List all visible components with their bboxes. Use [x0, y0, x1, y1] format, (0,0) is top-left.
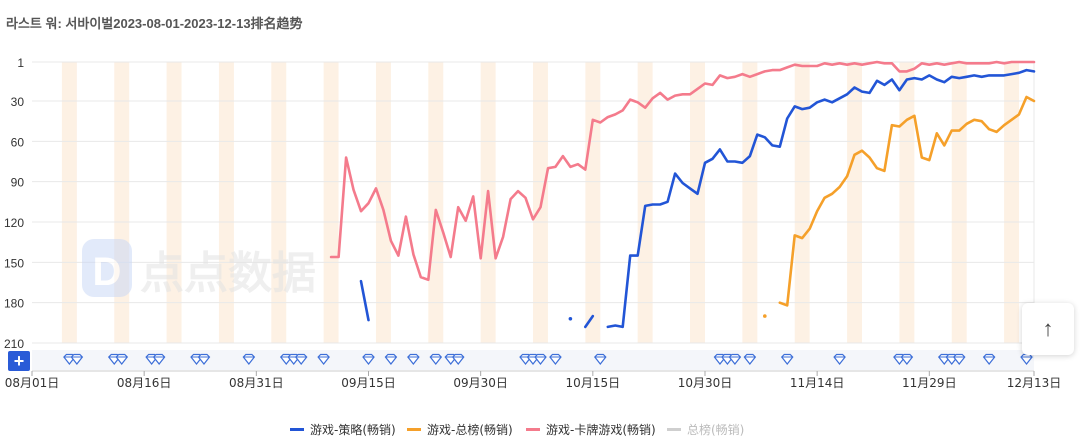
event-marker-icon — [982, 353, 996, 365]
weekend-band — [585, 62, 601, 343]
y-tick-label: 120 — [4, 216, 24, 230]
x-tick-label: 10月15日 — [566, 376, 621, 390]
event-marker-icon — [728, 353, 742, 365]
event-marker-icon — [152, 353, 166, 365]
event-marker-icon — [900, 353, 914, 365]
weekend-band — [1004, 62, 1020, 343]
chart-title: 라스트 워: 서바이벌2023-08-01-2023-12-13排名趋势 — [6, 16, 303, 31]
event-marker-icon — [384, 353, 398, 365]
legend-label[interactable]: 游戏-总榜(畅销) — [427, 422, 513, 437]
weekend-band — [951, 62, 967, 343]
x-tick-label: 09月15日 — [341, 376, 396, 390]
legend-item[interactable]: 总榜(畅销) — [667, 422, 744, 437]
event-marker-icon — [780, 353, 794, 365]
event-marker-icon — [242, 353, 256, 365]
add-event-button[interactable]: + — [8, 351, 30, 371]
legend-label[interactable]: 游戏-策略(畅销) — [310, 422, 396, 437]
watermark: D 点点数据 — [82, 239, 316, 299]
weekend-band — [114, 62, 130, 343]
legend-label[interactable]: 游戏-卡牌游戏(畅销) — [546, 423, 656, 437]
legend-swatch — [407, 428, 421, 431]
add-event-label[interactable]: + — [14, 351, 25, 371]
legend-item[interactable]: 游戏-总榜(畅销) — [407, 422, 513, 437]
event-marker-icon — [549, 353, 562, 365]
watermark-logo-letter: D — [93, 250, 122, 294]
series-line — [606, 68, 1036, 329]
event-marker-icon — [115, 353, 129, 365]
weekend-band — [428, 62, 444, 343]
legend-swatch — [526, 428, 540, 431]
watermark-text: 点点数据 — [140, 248, 316, 299]
legend: 游戏-策略(畅销) 游戏-总榜(畅销) 游戏-卡牌游戏(畅销) 总榜(畅销) — [290, 422, 744, 437]
event-marker-icon — [833, 353, 846, 365]
legend-item[interactable]: 游戏-卡牌游戏(畅销) — [526, 423, 656, 437]
weekend-band — [61, 62, 77, 343]
y-tick-label: 30 — [11, 95, 25, 109]
x-tick-label: 11月14日 — [790, 376, 845, 390]
event-marker-icon — [1020, 353, 1033, 365]
weekend-band — [742, 62, 758, 343]
event-marker-icon — [952, 353, 966, 365]
series-lines — [329, 60, 1036, 329]
weekend-band — [271, 62, 287, 343]
legend-swatch — [290, 428, 304, 431]
weekend-band — [637, 62, 653, 343]
weekend-band — [690, 62, 705, 343]
series-line — [583, 314, 595, 329]
grid-lines — [32, 61, 1035, 344]
x-tick-label: 08月01日 — [5, 376, 60, 390]
event-marker-icon — [743, 353, 757, 365]
event-axis — [32, 350, 1034, 370]
event-marker-icon — [451, 353, 465, 365]
x-tick-label: 12月13日 — [1007, 376, 1062, 390]
event-marker-icon — [534, 353, 547, 365]
series-point — [763, 314, 767, 318]
legend-item[interactable]: 游戏-策略(畅销) — [290, 422, 396, 437]
y-tick-label: 1 — [17, 56, 24, 70]
weekend-bands — [61, 62, 1020, 343]
event-marker-icon — [407, 353, 420, 365]
event-marker-icon — [593, 353, 607, 365]
event-marker-icon — [429, 353, 443, 365]
y-tick-label: 150 — [4, 256, 24, 270]
event-marker-icon — [362, 353, 375, 365]
weekend-band — [166, 62, 182, 343]
weekend-band — [899, 62, 915, 343]
x-axis-ticks: 08月01日 08月16日 08月31日 09月15日 09月30日 10月15日 10月3… — [5, 370, 1062, 390]
weekend-band — [794, 62, 810, 343]
x-tick-label: 09月30日 — [453, 376, 508, 390]
weekend-band — [847, 62, 863, 343]
event-marker-icon — [70, 353, 84, 365]
weekend-band — [218, 62, 234, 343]
y-tick-label: 210 — [4, 337, 24, 351]
weekend-band — [375, 62, 391, 343]
series-line — [778, 95, 1036, 307]
y-tick-label: 90 — [11, 176, 25, 190]
x-tick-label: 08月16日 — [117, 376, 172, 390]
x-tick-label: 11月29日 — [902, 376, 957, 390]
y-tick-label: 180 — [4, 297, 24, 311]
series-line — [359, 279, 370, 322]
event-marker-icon — [317, 353, 330, 365]
legend-label[interactable]: 总榜(畅销) — [687, 422, 744, 437]
series-point — [568, 316, 573, 321]
event-marker-icon — [197, 353, 211, 365]
series-line — [329, 60, 1036, 282]
x-tick-label: 10月30日 — [678, 376, 733, 390]
legend-swatch — [667, 428, 681, 431]
weekend-band — [323, 62, 339, 343]
scroll-to-top-button[interactable]: ↑ — [1022, 303, 1074, 355]
event-marker-icon — [294, 353, 308, 365]
watermark-logo — [82, 239, 132, 297]
x-tick-label: 08月31日 — [229, 376, 284, 390]
y-tick-label: 60 — [11, 135, 25, 149]
y-axis-ticks: 1 30 60 90 120 150 180 210 — [4, 56, 24, 351]
arrow-up-icon: ↑ — [1042, 316, 1054, 341]
